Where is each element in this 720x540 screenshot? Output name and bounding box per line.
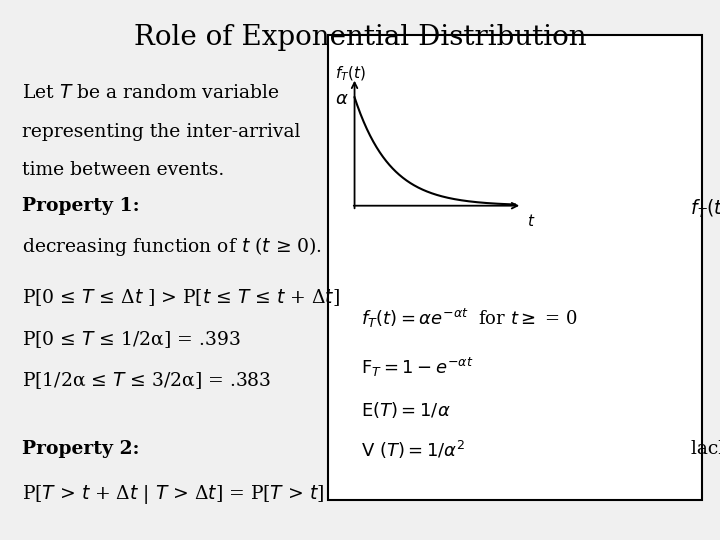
Text: P[$\mathit{T}$ > $\mathit{t}$ + Δ$\mathit{t}$ | $\mathit{T}$ > Δ$\mathit{t}$] = : P[$\mathit{T}$ > $\mathit{t}$ + Δ$\mathi…: [22, 483, 324, 507]
Text: $f_T(t)$: $f_T(t)$: [335, 65, 366, 83]
Text: $t$: $t$: [528, 213, 536, 230]
Text: $f_T(t) = \alpha e^{-\alpha t}$  for $t \geq$ = 0: $f_T(t) = \alpha e^{-\alpha t}$ for $t \…: [361, 307, 578, 330]
Text: Property 2:: Property 2:: [22, 440, 139, 458]
Text: Let $\mathit{T}$ be a random variable: Let $\mathit{T}$ be a random variable: [22, 84, 279, 102]
Text: time between events.: time between events.: [22, 161, 224, 179]
Text: P[0 ≤ $\mathit{T}$ ≤ 1/2α] = .393: P[0 ≤ $\mathit{T}$ ≤ 1/2α] = .393: [22, 329, 240, 350]
Text: Role of Exponential Distribution: Role of Exponential Distribution: [134, 24, 586, 51]
Bar: [328, 35, 702, 500]
Text: Property 1:: Property 1:: [22, 197, 139, 215]
Text: P[0 ≤ $\mathit{T}$ ≤ Δ$\mathit{t}$ ] > P[$\mathit{t}$ ≤ $\mathit{T}$ ≤ $\mathit{: P[0 ≤ $\mathit{T}$ ≤ Δ$\mathit{t}$ ] > P…: [22, 287, 340, 308]
Text: $\mathrm{V}$ $(\mathit{T}) = 1/\alpha^2$: $\mathrm{V}$ $(\mathit{T}) = 1/\alpha^2$: [361, 439, 465, 461]
Text: $\mathrm{F}_T = 1 - e^{-\alpha t}$: $\mathrm{F}_T = 1 - e^{-\alpha t}$: [361, 355, 474, 379]
Text: $\alpha$: $\alpha$: [335, 91, 348, 109]
Text: lack of memory.: lack of memory.: [685, 440, 720, 458]
Text: representing the inter-arrival: representing the inter-arrival: [22, 123, 300, 140]
Text: $f_T(t)$ is a strictly: $f_T(t)$ is a strictly: [685, 197, 720, 220]
Text: decreasing function of $\mathit{t}$ ($\mathit{t}$ ≥ 0).: decreasing function of $\mathit{t}$ ($\m…: [22, 235, 322, 258]
Text: $\mathrm{E}(\mathit{T}) = 1/\alpha$: $\mathrm{E}(\mathit{T}) = 1/\alpha$: [361, 400, 451, 420]
Text: P[1/2α ≤ $\mathit{T}$ ≤ 3/2α] = .383: P[1/2α ≤ $\mathit{T}$ ≤ 3/2α] = .383: [22, 370, 271, 391]
